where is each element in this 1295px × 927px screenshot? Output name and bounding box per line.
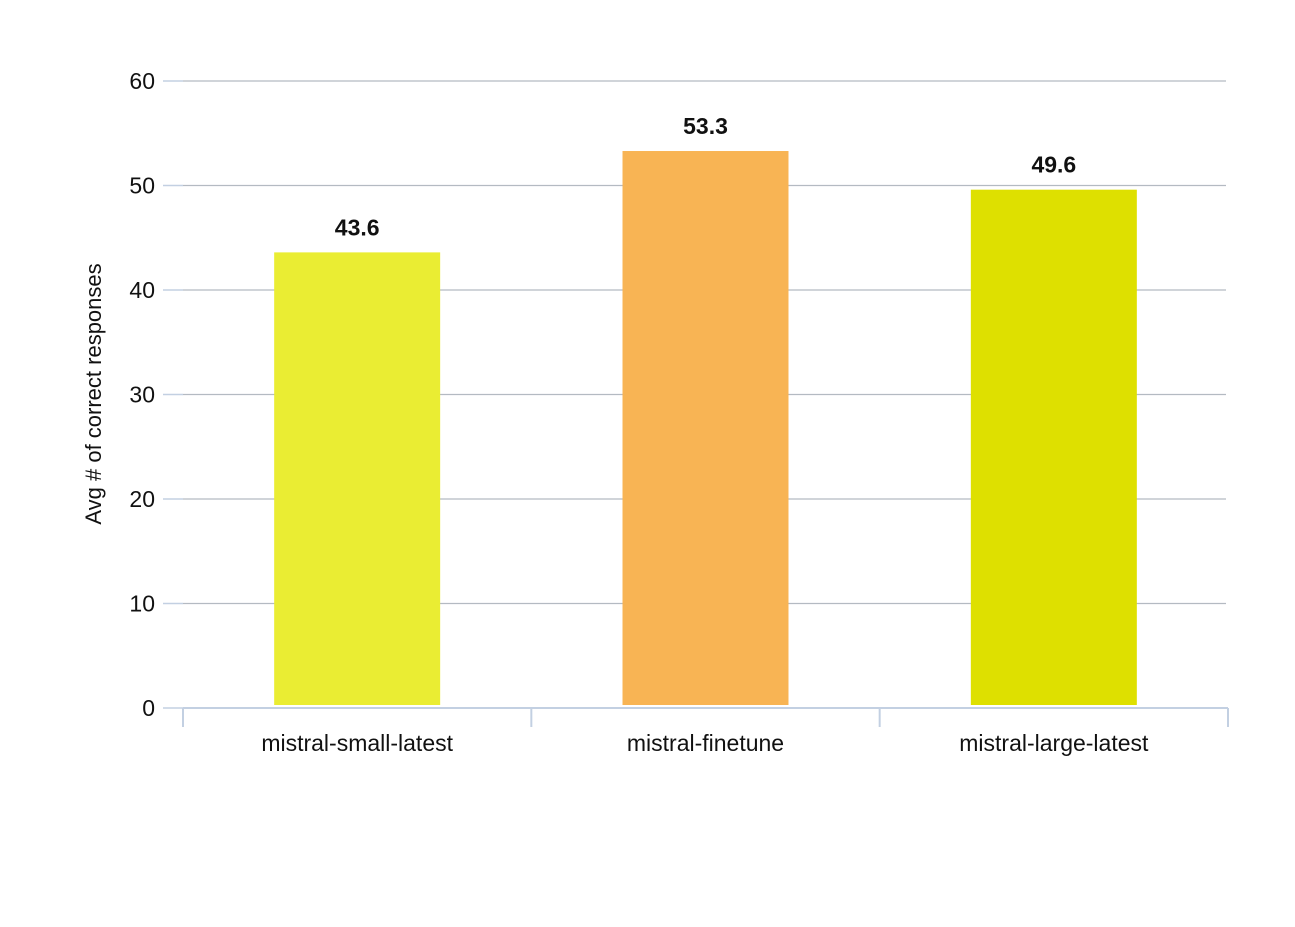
x-tick-label: mistral-finetune [627,730,784,756]
bar [622,151,789,705]
y-tick-label: 20 [129,486,155,512]
y-tick-label: 0 [142,695,155,721]
data-label: 49.6 [1031,152,1076,178]
y-tick-label: 40 [129,277,155,303]
y-axis-label: Avg # of correct responses [81,263,106,524]
y-tick-label: 30 [129,382,155,408]
x-tick-label: mistral-large-latest [959,730,1149,756]
y-tick-label: 50 [129,173,155,199]
x-tick-label: mistral-small-latest [261,730,453,756]
bar [970,189,1137,705]
bars: 43.6 53.3 49.6 [274,113,1137,705]
x-axis: mistral-small-latest mistral-finetune mist… [182,707,1229,756]
bar [274,252,441,705]
y-axis: 0 10 20 30 40 50 60 [129,68,183,721]
y-tick-label: 60 [129,68,155,94]
data-label: 53.3 [683,113,728,139]
data-label: 43.6 [335,214,380,240]
y-tick-label: 10 [129,591,155,617]
